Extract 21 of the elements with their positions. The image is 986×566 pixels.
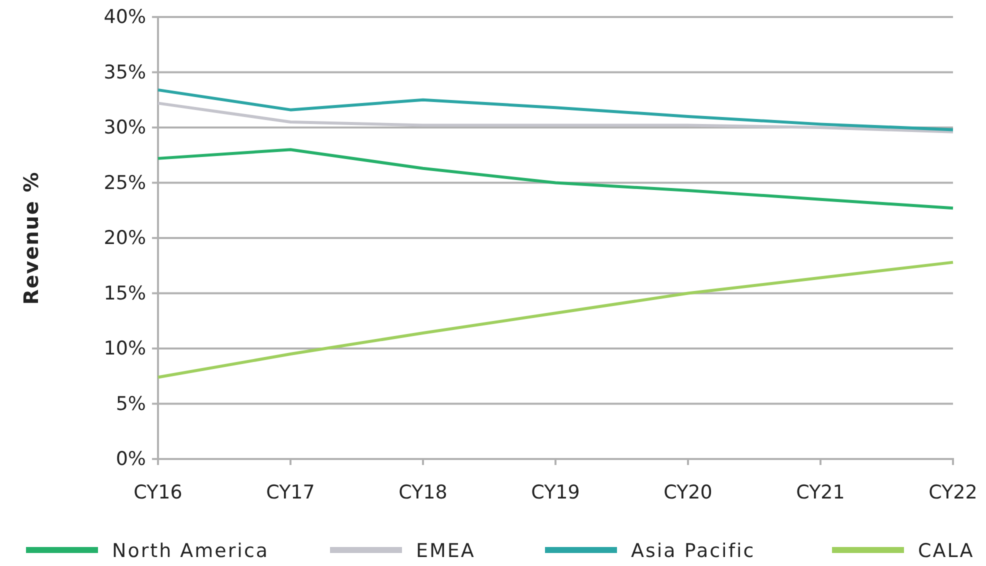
- y-tick-label: 35%: [104, 61, 146, 84]
- x-tick-label: CY21: [796, 481, 845, 504]
- legend-label: North America: [112, 540, 270, 562]
- y-tick-label: 20%: [104, 227, 146, 250]
- y-tick-label: 0%: [116, 448, 146, 470]
- legend-label: CALA: [918, 540, 974, 562]
- y-tick-label: 10%: [104, 338, 146, 360]
- y-tick-label: 25%: [104, 172, 146, 194]
- y-tick-label: 40%: [104, 6, 146, 28]
- y-axis-title: Revenue %: [19, 171, 43, 305]
- x-tick-label: CY18: [398, 481, 448, 504]
- y-tick-label: 15%: [104, 282, 146, 304]
- x-tick-label: CY17: [266, 481, 315, 504]
- y-tick-label: 5%: [116, 392, 146, 415]
- y-tick-label: 30%: [104, 116, 146, 139]
- x-tick-label: CY20: [664, 481, 712, 504]
- legend-label: Asia Pacific: [631, 540, 756, 562]
- x-tick-label: CY16: [134, 481, 182, 504]
- x-tick-label: CY19: [531, 481, 580, 504]
- legend-label: EMEA: [416, 540, 476, 562]
- x-tick-label: CY22: [928, 481, 978, 504]
